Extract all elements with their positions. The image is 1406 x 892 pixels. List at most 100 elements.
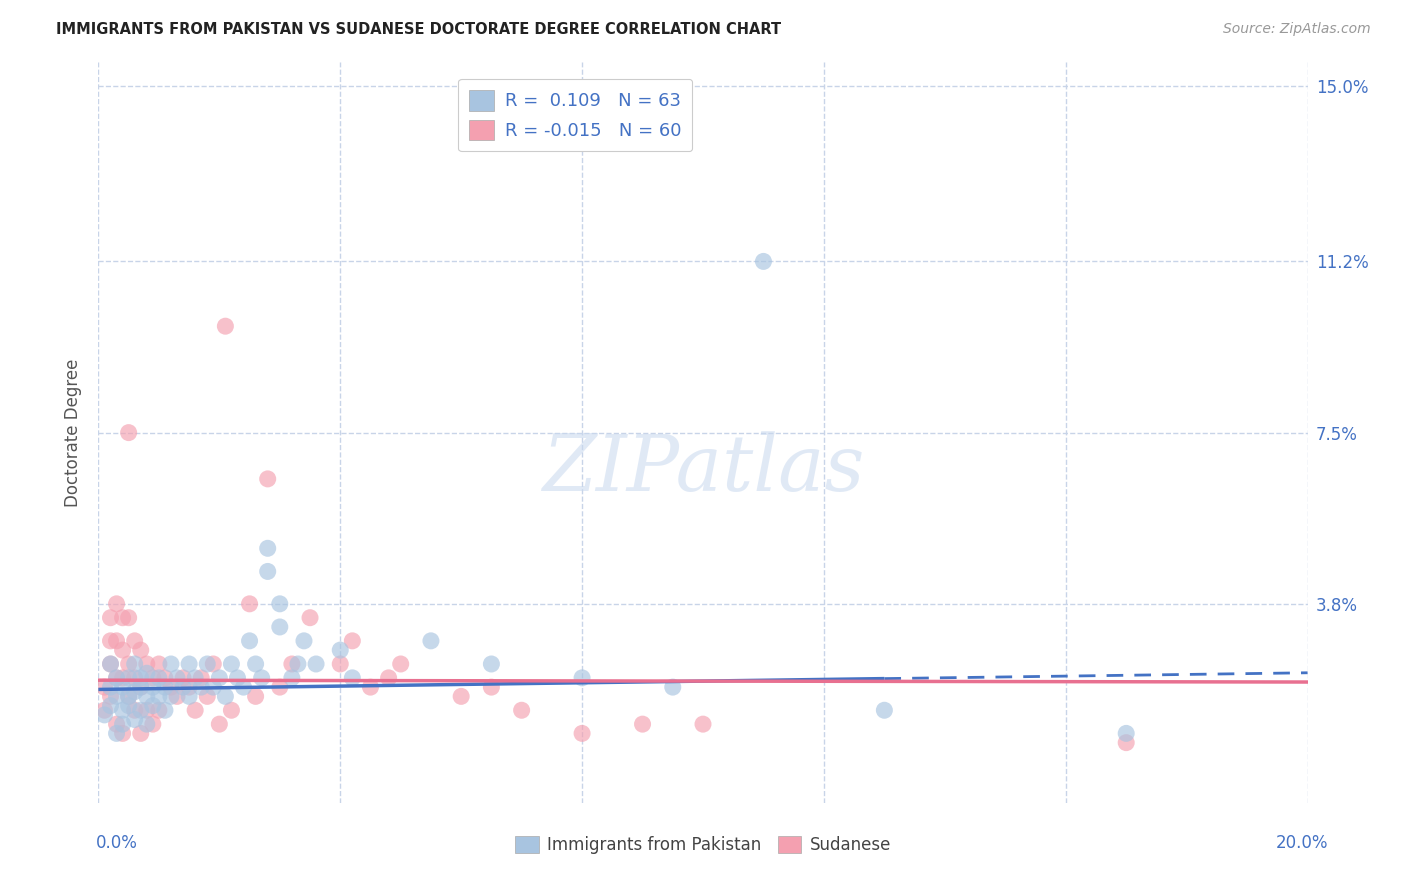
Point: [256, 472, 278, 486]
Point: [239, 633, 262, 648]
Point: [105, 726, 128, 740]
Point: [208, 671, 231, 685]
Point: [148, 657, 170, 671]
Point: [118, 690, 141, 704]
Point: [129, 703, 152, 717]
Point: [160, 690, 183, 704]
Point: [329, 643, 352, 657]
Point: [124, 713, 146, 727]
Text: IMMIGRANTS FROM PAKISTAN VS SUDANESE DOCTORATE DEGREE CORRELATION CHART: IMMIGRANTS FROM PAKISTAN VS SUDANESE DOC…: [56, 22, 782, 37]
Point: [124, 685, 146, 699]
Legend: Immigrants from Pakistan, Sudanese: Immigrants from Pakistan, Sudanese: [509, 830, 897, 861]
Point: [661, 680, 683, 694]
Point: [111, 717, 134, 731]
Point: [172, 680, 194, 694]
Point: [142, 671, 165, 685]
Point: [214, 690, 236, 704]
Text: 20.0%: 20.0%: [1277, 834, 1329, 852]
Point: [111, 726, 134, 740]
Point: [389, 657, 412, 671]
Point: [100, 657, 122, 671]
Point: [752, 254, 775, 268]
Point: [142, 717, 165, 731]
Point: [105, 671, 128, 685]
Point: [202, 657, 225, 671]
Text: ZIPatlas: ZIPatlas: [541, 432, 865, 508]
Point: [172, 671, 194, 685]
Point: [124, 657, 146, 671]
Point: [179, 680, 201, 694]
Point: [118, 671, 141, 685]
Point: [105, 633, 128, 648]
Point: [292, 633, 315, 648]
Point: [100, 610, 122, 624]
Point: [450, 690, 472, 704]
Point: [1115, 736, 1137, 750]
Point: [118, 657, 141, 671]
Point: [208, 717, 231, 731]
Point: [281, 657, 304, 671]
Point: [111, 610, 134, 624]
Point: [111, 680, 134, 694]
Point: [105, 690, 128, 704]
Point: [111, 671, 134, 685]
Point: [571, 726, 593, 740]
Point: [360, 680, 382, 694]
Point: [111, 703, 134, 717]
Point: [129, 726, 152, 740]
Point: [281, 671, 304, 685]
Point: [142, 680, 165, 694]
Point: [153, 703, 176, 717]
Point: [342, 671, 364, 685]
Point: [142, 698, 165, 713]
Point: [135, 666, 157, 681]
Point: [111, 643, 134, 657]
Point: [481, 657, 503, 671]
Point: [184, 671, 207, 685]
Point: [232, 680, 254, 694]
Point: [118, 698, 141, 713]
Point: [256, 565, 278, 579]
Point: [100, 698, 122, 713]
Point: [124, 633, 146, 648]
Point: [269, 620, 291, 634]
Point: [420, 633, 443, 648]
Point: [135, 690, 157, 704]
Point: [269, 680, 291, 694]
Point: [269, 597, 291, 611]
Point: [873, 703, 896, 717]
Point: [179, 657, 201, 671]
Text: Source: ZipAtlas.com: Source: ZipAtlas.com: [1223, 22, 1371, 37]
Point: [100, 690, 122, 704]
Point: [148, 703, 170, 717]
Point: [305, 657, 328, 671]
Point: [299, 610, 322, 624]
Point: [124, 703, 146, 717]
Point: [148, 671, 170, 685]
Point: [100, 657, 122, 671]
Point: [118, 610, 141, 624]
Point: [571, 671, 593, 685]
Point: [129, 680, 152, 694]
Point: [105, 671, 128, 685]
Point: [166, 671, 188, 685]
Point: [250, 671, 273, 685]
Point: [1115, 726, 1137, 740]
Point: [692, 717, 714, 731]
Point: [118, 425, 141, 440]
Point: [481, 680, 503, 694]
Point: [184, 703, 207, 717]
Point: [148, 690, 170, 704]
Point: [93, 703, 115, 717]
Point: [124, 671, 146, 685]
Point: [100, 680, 122, 694]
Point: [100, 633, 122, 648]
Point: [329, 657, 352, 671]
Point: [135, 657, 157, 671]
Point: [135, 717, 157, 731]
Point: [129, 680, 152, 694]
Text: 0.0%: 0.0%: [96, 834, 138, 852]
Point: [153, 671, 176, 685]
Point: [129, 643, 152, 657]
Point: [226, 671, 249, 685]
